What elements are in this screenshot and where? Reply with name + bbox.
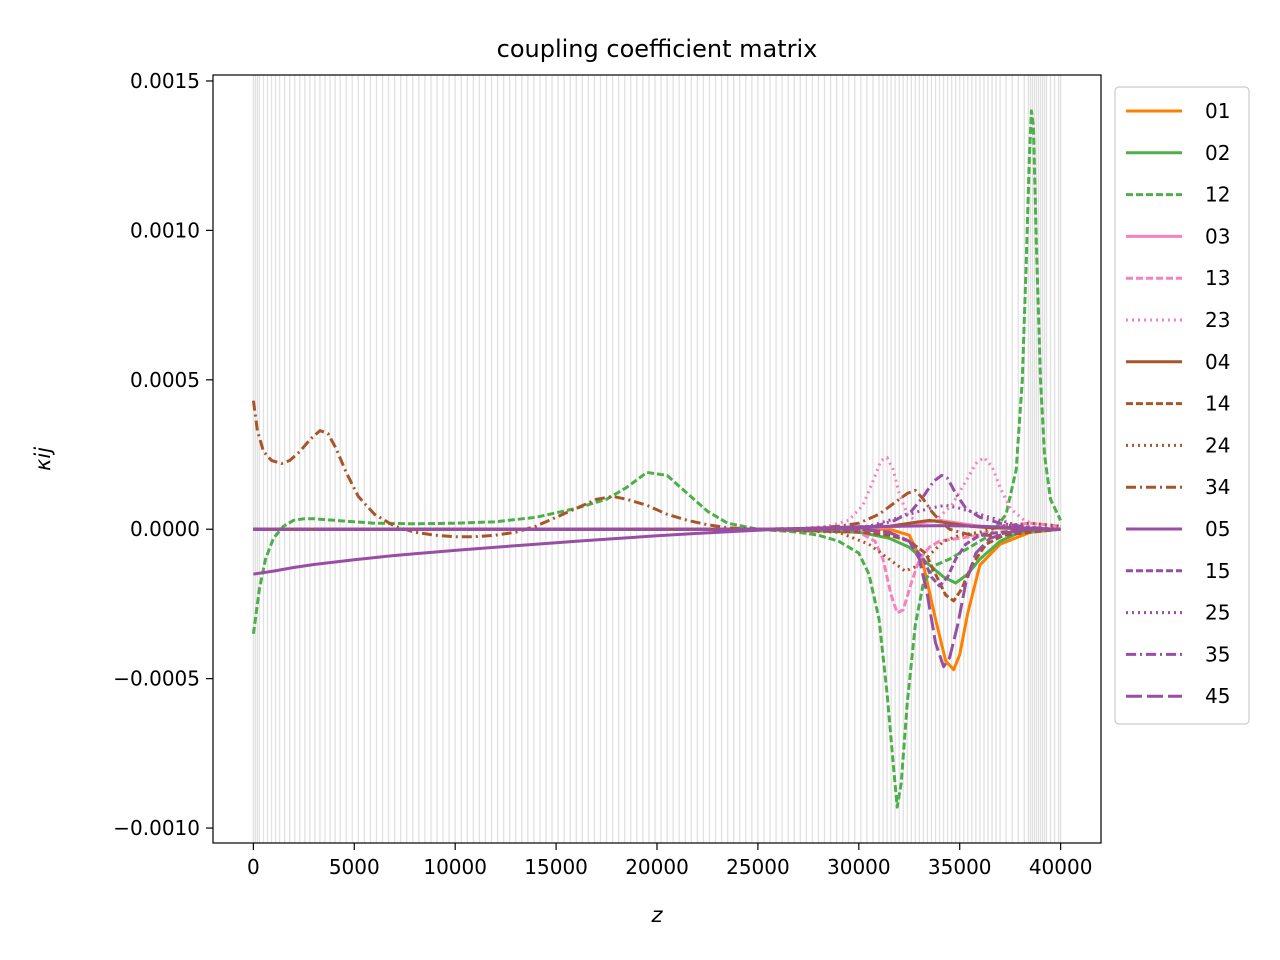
series-45-line bbox=[253, 527, 1061, 669]
legend-label-13: 13 bbox=[1205, 266, 1230, 290]
chart-title: coupling coefficient matrix bbox=[497, 35, 818, 63]
legend: 01 02 12 03 13 23 04 14 24 34 05 15 25 35 45 bbox=[1114, 86, 1250, 725]
legend-label-01: 01 bbox=[1205, 99, 1230, 123]
legend-label-15: 15 bbox=[1205, 559, 1230, 583]
legend-label-24: 24 bbox=[1205, 433, 1230, 457]
legend-label-34: 34 bbox=[1205, 475, 1230, 499]
legend-label-14: 14 bbox=[1205, 392, 1230, 416]
series-23-line bbox=[253, 456, 1061, 531]
y-tick-label: −0.0010 bbox=[113, 816, 200, 840]
y-tick-label: −0.0005 bbox=[113, 667, 200, 691]
x-tick-label: 0 bbox=[247, 855, 260, 879]
legend-label-35: 35 bbox=[1205, 642, 1230, 666]
series-12-line bbox=[251, 109, 1062, 809]
legend-frame bbox=[1114, 86, 1250, 725]
legend-label-04: 04 bbox=[1205, 350, 1230, 374]
series-05-line bbox=[253, 524, 1061, 576]
x-tick-label: 25000 bbox=[726, 855, 790, 879]
series-34-line bbox=[251, 400, 1061, 539]
y-axis-label: κij bbox=[31, 447, 55, 471]
x-tick-label: 5000 bbox=[329, 855, 380, 879]
background-vertical-lines bbox=[252, 75, 1062, 843]
legend-label-25: 25 bbox=[1205, 601, 1230, 625]
x-tick-label: 15000 bbox=[524, 855, 588, 879]
x-tick-label: 35000 bbox=[928, 855, 992, 879]
x-axis: 0 5000 10000 15000 20000 25000 30000 35000 40000 bbox=[247, 843, 1092, 879]
x-tick-label: 20000 bbox=[625, 855, 689, 879]
legend-label-45: 45 bbox=[1205, 684, 1230, 708]
y-axis: −0.0010 −0.0005 0.0000 0.0005 0.0010 0.0015 bbox=[113, 69, 213, 840]
legend-label-23: 23 bbox=[1205, 308, 1230, 332]
series-14-line bbox=[253, 527, 1061, 603]
series-35-line bbox=[253, 473, 1061, 531]
legend-label-12: 12 bbox=[1205, 183, 1230, 207]
legend-label-05: 05 bbox=[1205, 517, 1230, 541]
x-tick-label: 10000 bbox=[423, 855, 487, 879]
y-tick-label: 0.0000 bbox=[130, 517, 200, 541]
x-tick-label: 40000 bbox=[1029, 855, 1093, 879]
y-tick-label: 0.0010 bbox=[130, 218, 200, 242]
y-tick-label: 0.0005 bbox=[130, 368, 200, 392]
legend-label-03: 03 bbox=[1205, 224, 1230, 248]
x-axis-label: z bbox=[650, 903, 663, 927]
x-tick-label: 30000 bbox=[827, 855, 891, 879]
legend-label-02: 02 bbox=[1205, 141, 1230, 165]
series-layer bbox=[251, 109, 1062, 809]
y-tick-label: 0.0015 bbox=[130, 69, 200, 93]
